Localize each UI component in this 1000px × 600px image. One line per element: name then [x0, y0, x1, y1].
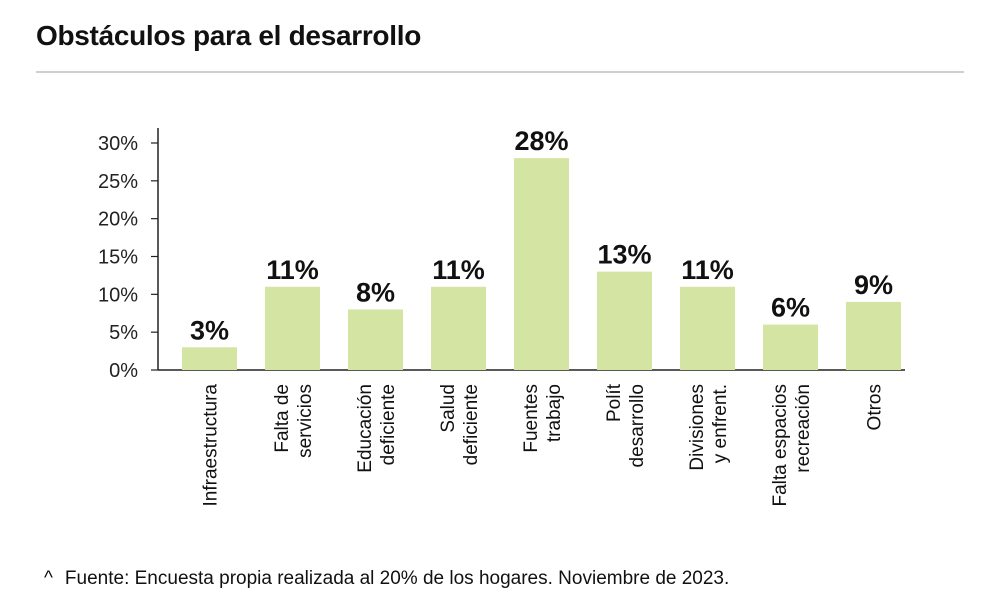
footnote-text: Fuente: Encuesta propia realizada al 20%…: [64, 568, 730, 589]
bar-chart: 0% 5% 10% 15% 20% 25% 30% 3% 11% 8% 11% 28% 13% 11% 6…: [98, 126, 905, 507]
bar-value-label: 11%: [432, 255, 485, 285]
x-tick-label-line: Polít: [604, 383, 625, 422]
bar-value-label: 28%: [514, 126, 568, 156]
bar: [348, 309, 403, 370]
bar-value-label: 6%: [771, 293, 810, 323]
bar: [597, 271, 652, 370]
data-labels: 3% 11% 8% 11% 28% 13% 11% 6% 9%: [190, 126, 893, 345]
x-tick-label-line: recreación: [793, 384, 814, 473]
y-tick-label: 5%: [109, 322, 138, 344]
x-tick-label: Falta de servicios: [272, 384, 316, 458]
title-divider: [36, 71, 964, 73]
bar: [680, 286, 735, 370]
y-tick-label: 0%: [109, 360, 138, 382]
y-tick-label: 25%: [98, 171, 138, 193]
bar: [846, 301, 901, 370]
x-tick-label-line: trabajo: [544, 384, 565, 442]
y-tick-label: 30%: [98, 133, 138, 155]
bar: [431, 286, 486, 370]
bar-value-label: 9%: [854, 270, 893, 300]
bars: [182, 158, 901, 370]
x-tick-label-line: Falta espacios: [770, 384, 791, 507]
y-tick-label: 10%: [98, 284, 138, 306]
x-tick-label-line: deficiente: [461, 384, 482, 465]
bar-value-label: 11%: [266, 255, 319, 285]
y-tick-label: 15%: [98, 247, 138, 269]
source-footnote: ^ Fuente: Encuesta propia realizada al 20…: [44, 568, 729, 590]
bar-value-label: 8%: [356, 277, 395, 307]
x-tick-label-line: Falta de: [272, 384, 293, 453]
x-tick-label-line: Otros: [865, 384, 886, 430]
x-tick-label: Fuentes trabajo: [521, 384, 565, 453]
x-tick-label: Divisiones y enfrent.: [687, 384, 731, 471]
footnote-marker: ^: [44, 568, 53, 589]
bar: [182, 347, 237, 370]
x-tick-label-line: y enfrent.: [710, 384, 731, 463]
x-tick-label: Educación deficiente: [355, 384, 399, 473]
x-axis-labels: Infraestructura Falta de servicios Educació…: [201, 383, 886, 506]
bar-value-label: 3%: [190, 315, 229, 345]
bar: [265, 286, 320, 370]
x-tick-label-line: desarrollo: [627, 384, 648, 467]
x-tick-label-line: Educación: [355, 384, 376, 473]
bar-value-label: 11%: [681, 255, 734, 285]
x-tick-label: Salud deficiente: [438, 384, 482, 465]
x-tick-label-line: Fuentes: [521, 384, 542, 453]
bar-value-label: 13%: [597, 240, 651, 270]
x-tick-label: Otros: [865, 384, 886, 430]
bar: [763, 324, 818, 370]
x-tick-label-line: servicios: [295, 384, 316, 458]
bar: [514, 158, 569, 370]
x-tick-label-line: deficiente: [378, 384, 399, 465]
x-tick-label-line: Divisiones: [687, 384, 708, 471]
y-tick-label: 20%: [98, 209, 138, 231]
x-tick-label: Infraestructura: [201, 384, 222, 507]
x-tick-label: Falta espacios recreación: [770, 384, 814, 507]
x-tick-label-line: Salud: [438, 384, 459, 433]
chart-title: Obstáculos para el desarrollo: [36, 20, 421, 51]
x-tick-label: Polít desarrollo: [604, 383, 648, 467]
x-tick-label-line: Infraestructura: [201, 384, 222, 507]
